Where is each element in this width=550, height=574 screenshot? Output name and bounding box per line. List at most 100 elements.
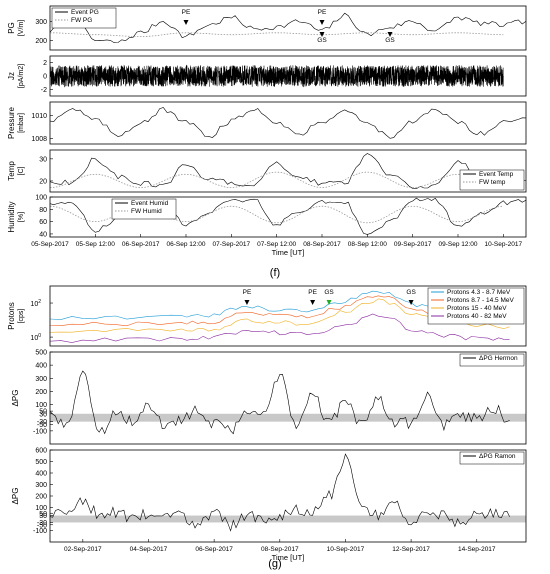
plot-frame — [49, 5, 527, 51]
legend-label: Protons 4.3 - 8.7 MeV — [447, 289, 511, 296]
x-tick-label: 08-Sep-2017 — [261, 546, 299, 553]
y-tick-label: 200 — [35, 494, 47, 501]
y-tick-label: 300 — [35, 376, 47, 383]
y-tick-label: -2 — [41, 87, 47, 94]
y-tick-label: 80 — [39, 207, 47, 214]
y-tick-label: 200 — [35, 38, 47, 45]
annotation-gs: GS — [317, 37, 327, 44]
y-tick-label: 100 — [35, 402, 47, 409]
x-tick-label: 09-Sep 12:00 — [438, 241, 477, 248]
chart-f-pressure: 1008 1010 Pressure [mbar] — [7, 101, 527, 145]
y-tick-label: 500 — [35, 459, 47, 466]
y-axis-label: Temp — [7, 161, 16, 181]
series-line — [50, 12, 526, 44]
y-tick-label: -30 — [37, 520, 47, 527]
legend-label: Protons 8.7 - 14.5 MeV — [447, 297, 515, 304]
series-line — [50, 64, 504, 88]
legend-label: Protons 40 - 82 MeV — [447, 313, 507, 320]
x-tick-label: 06-Sep 12:00 — [166, 241, 205, 248]
y-axis-label: ΔPG — [11, 390, 20, 407]
y-axis-unit: [cps] — [18, 309, 25, 324]
series-line — [50, 32, 504, 37]
y-tick-label: 1008 — [31, 136, 47, 143]
annotation-arrow — [244, 300, 250, 305]
annotation-gs: GS — [406, 289, 416, 296]
chart-g-protons: 100 102 Protons [cps] PE PE GS GS Protons 4.3 - … — [7, 285, 527, 347]
x-tick-label: 08-Sep-2017 — [303, 241, 341, 248]
legend: ΔPG Ramon — [459, 451, 525, 465]
y-axis-label: PG — [7, 22, 16, 34]
x-tick-label: 12-Sep-2017 — [392, 546, 430, 553]
annotation-arrow — [183, 20, 189, 25]
x-tick-label: 14-Sep-2017 — [458, 546, 496, 553]
annotation-pe: PE — [308, 289, 317, 296]
figure-label-f: (f) — [270, 267, 280, 279]
series-line — [50, 153, 526, 190]
x-tick-label: 10-Sep-2017 — [485, 241, 523, 248]
y-tick-label: 1010 — [31, 113, 47, 120]
legend-label: FW PG — [71, 17, 92, 24]
y-tick-label: 100 — [30, 333, 41, 342]
plot-frame — [49, 351, 527, 445]
annotation-arrow — [319, 32, 325, 37]
legend-label: FW Humid — [131, 208, 162, 215]
y-axis-label: Jz — [7, 72, 16, 80]
y-axis-unit: [pA/m2] — [18, 64, 25, 88]
figure-label-g: (g) — [268, 558, 281, 570]
x-tick-label: 02-Sep-2017 — [64, 546, 102, 553]
legend-label: Protons 15 - 40 MeV — [447, 305, 507, 312]
y-tick-label: 300 — [35, 482, 47, 489]
plot-frame — [49, 149, 527, 193]
y-tick-label: -30 — [37, 419, 47, 426]
x-tick-label: 07-Sep 12:00 — [257, 241, 296, 248]
plot-frame — [49, 449, 527, 543]
legend-label: Event Temp — [479, 171, 514, 178]
y-axis-unit: [V/m] — [18, 20, 25, 36]
x-axis-label: Time [UT] — [272, 248, 305, 257]
y-tick-label: 60 — [39, 219, 47, 226]
annotation-arrow — [387, 32, 393, 37]
y-tick-label: 0 — [43, 74, 47, 81]
y-tick-label: -50 — [37, 422, 47, 429]
annotation-pe: PE — [318, 9, 327, 16]
y-axis-label: Humidity — [7, 201, 16, 232]
y-tick-label: 20 — [39, 178, 47, 185]
legend-label: Event PG — [71, 9, 99, 16]
legend-box — [459, 451, 525, 465]
x-tick-label: 04-Sep-2017 — [130, 546, 168, 553]
legend-box — [459, 169, 525, 191]
y-tick-label: 50 — [39, 409, 47, 416]
annotation-arrow — [310, 300, 316, 305]
legend-box — [459, 353, 525, 367]
x-tick-label: 06-Sep-2017 — [122, 241, 160, 248]
y-axis-unit: [%] — [18, 212, 25, 222]
x-tick-label: 10-Sep-2017 — [327, 546, 365, 553]
y-tick-label: 400 — [35, 363, 47, 370]
legend-label: ΔPG Hermon — [479, 355, 518, 362]
legend-box — [51, 7, 117, 29]
x-tick-label: 08-Sep 12:00 — [348, 241, 387, 248]
annotation-pe: PE — [243, 289, 252, 296]
y-axis-label: Protons — [7, 302, 16, 330]
x-tick-label: 07-Sep-2017 — [213, 241, 251, 248]
x-tick-label: 05-Sep-2017 — [31, 241, 69, 248]
band-g-ramon — [50, 515, 526, 523]
x-tick-label: 06-Sep-2017 — [195, 546, 233, 553]
annotation-arrow — [319, 20, 325, 25]
x-tick-label: 09-Sep-2017 — [394, 241, 432, 248]
legend-box — [111, 198, 177, 220]
y-axis-label: ΔPG — [11, 488, 20, 505]
band-g-hermon — [50, 413, 526, 422]
legend-label: ΔPG Ramon — [479, 453, 516, 460]
legend-box — [427, 287, 525, 325]
y-axis-unit: [mbar] — [18, 113, 25, 133]
y-tick-label: 102 — [30, 299, 41, 308]
